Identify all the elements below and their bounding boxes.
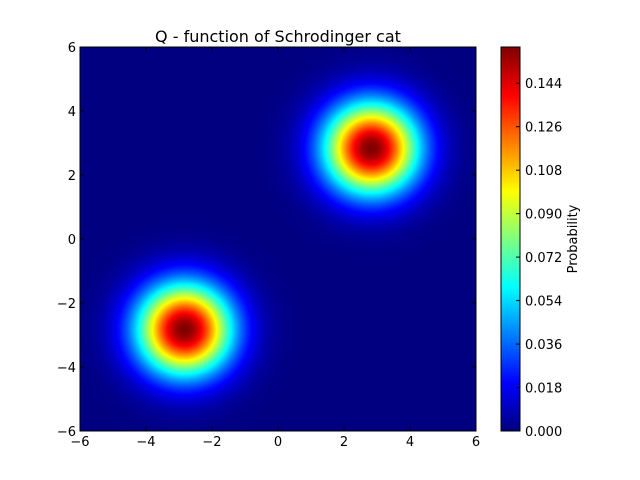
colorbar-tick-label: 0.018	[525, 382, 562, 397]
x-tick-label: 4	[406, 435, 414, 450]
x-tick-label: −2	[202, 435, 221, 450]
heatmap-image	[80, 47, 476, 431]
y-tick-label: 0	[68, 233, 76, 248]
colorbar-tick-label: 0.036	[525, 338, 562, 353]
chart-title: Q - function of Schrodinger cat	[155, 27, 401, 46]
x-tick-label: 0	[274, 435, 282, 450]
colorbar-tick-label: 0.054	[525, 295, 562, 310]
y-tick-label: 4	[68, 105, 76, 120]
colorbar-tick-label: 0.000	[525, 425, 562, 440]
y-tick-label: −2	[57, 297, 76, 312]
colorbar-frame	[500, 46, 521, 432]
x-tick-label: −6	[70, 435, 89, 450]
x-tick-label: −4	[136, 435, 155, 450]
plot-frame	[79, 46, 477, 432]
colorbar-tick-label: 0.144	[525, 77, 562, 92]
x-axis: −6 −4 −2 0 2 4 6	[70, 47, 480, 450]
colorbar-gradient	[501, 47, 520, 431]
colorbar-axis: 0.000 0.018 0.036 0.054 0.072 0.090 0.108 0.126…	[516, 77, 562, 440]
colorbar-tick-label: 0.126	[525, 121, 562, 136]
colorbar-tick-label: 0.090	[525, 208, 562, 223]
colorbar-tick-label: 0.108	[525, 164, 562, 179]
y-tick-label: −4	[57, 361, 76, 376]
x-tick-label: 6	[472, 435, 480, 450]
colorbar-tick-label: 0.072	[525, 251, 562, 266]
y-tick-label: 2	[68, 169, 76, 184]
colorbar-label: Probability	[566, 204, 581, 273]
y-tick-label: −6	[57, 425, 76, 440]
y-tick-label: 6	[68, 41, 76, 56]
y-axis: −6 −4 −2 0 2 4 6	[57, 41, 476, 440]
x-tick-label: 2	[340, 435, 348, 450]
